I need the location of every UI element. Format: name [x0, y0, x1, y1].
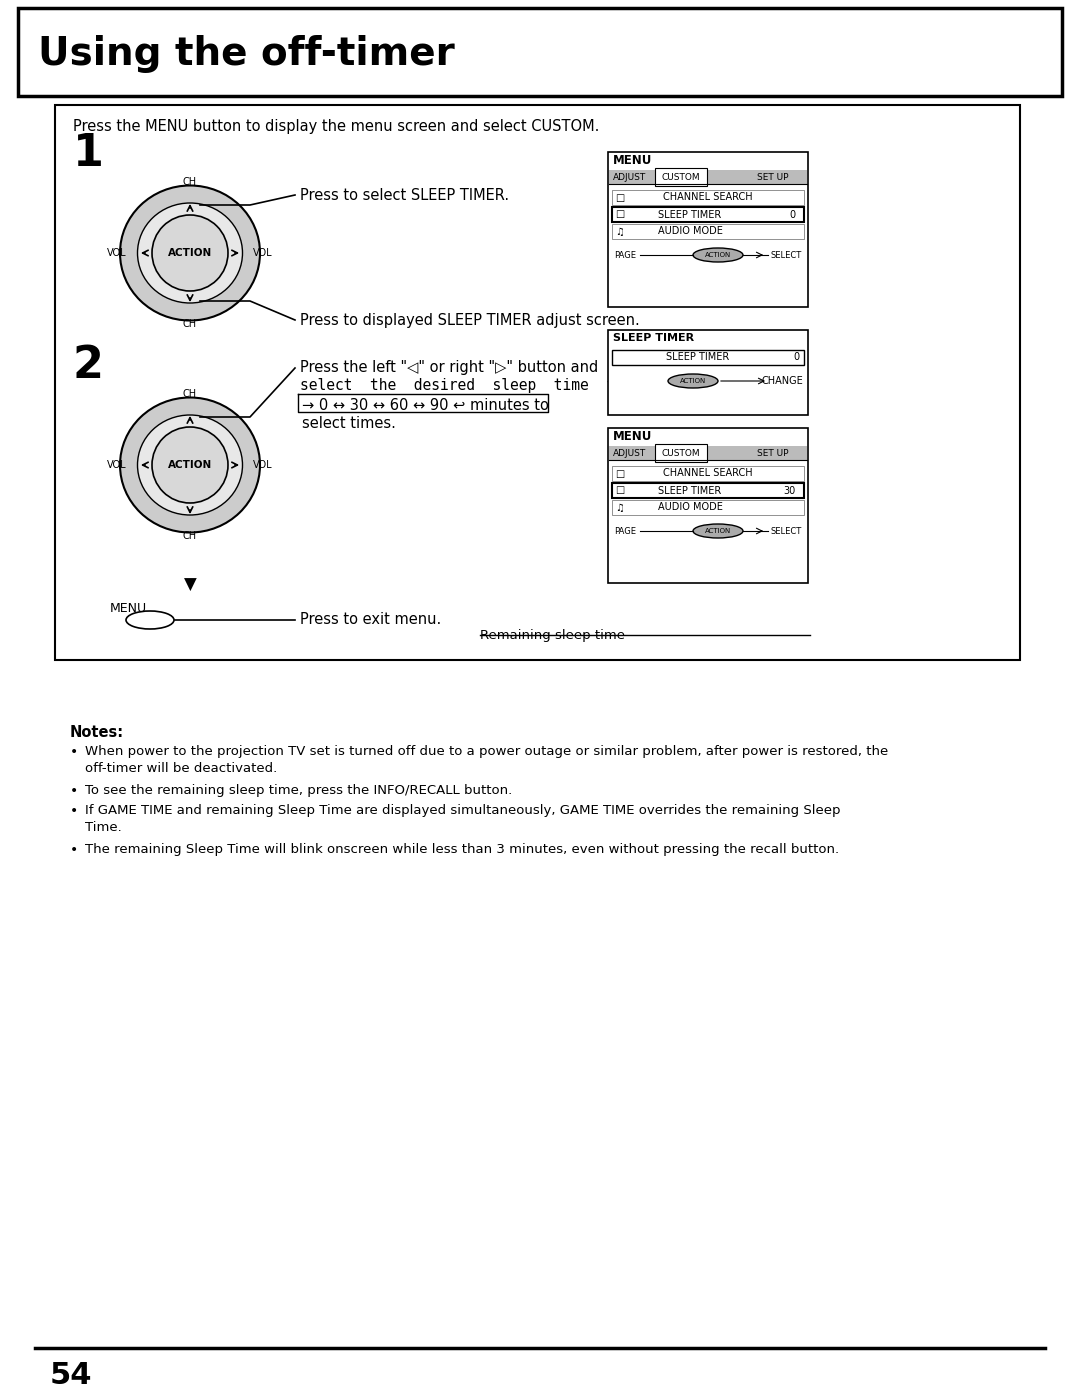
Circle shape: [152, 215, 228, 291]
Bar: [612, 190, 804, 205]
Text: ♫: ♫: [616, 226, 624, 236]
Text: Press the left "◁" or right "▷" button and: Press the left "◁" or right "▷" button a…: [300, 360, 598, 374]
Text: ACTION: ACTION: [705, 251, 731, 258]
Bar: [654, 168, 707, 186]
Circle shape: [152, 427, 228, 503]
Text: SET UP: SET UP: [757, 172, 788, 182]
Text: CH: CH: [183, 319, 197, 330]
Text: ♫: ♫: [616, 503, 624, 513]
Text: 1: 1: [73, 131, 104, 175]
Text: → 0 ↔ 30 ↔ 60 ↔ 90 ↩ minutes to: → 0 ↔ 30 ↔ 60 ↔ 90 ↩ minutes to: [302, 398, 549, 414]
Text: MENU: MENU: [613, 154, 652, 168]
Text: Using the off-timer: Using the off-timer: [38, 35, 455, 73]
Text: □: □: [616, 210, 624, 219]
Text: Notes:: Notes:: [70, 725, 124, 740]
Text: MENU: MENU: [110, 602, 147, 615]
Bar: [609, 446, 807, 460]
Bar: [612, 467, 804, 481]
Text: AUDIO MODE: AUDIO MODE: [658, 503, 723, 513]
Text: 0: 0: [789, 210, 796, 219]
Text: Press the MENU button to display the menu screen and select CUSTOM.: Press the MENU button to display the men…: [73, 120, 599, 134]
Text: CH: CH: [183, 388, 197, 400]
Text: CHANNEL SEARCH: CHANNEL SEARCH: [663, 193, 753, 203]
Text: VOL: VOL: [253, 249, 273, 258]
Bar: [608, 330, 808, 415]
Text: To see the remaining sleep time, press the INFO/RECALL button.: To see the remaining sleep time, press t…: [85, 784, 512, 798]
Text: Press to select SLEEP TIMER.: Press to select SLEEP TIMER.: [300, 187, 509, 203]
Ellipse shape: [120, 398, 260, 532]
Text: SELECT: SELECT: [771, 250, 802, 260]
Bar: [612, 207, 804, 222]
Text: SELECT: SELECT: [771, 527, 802, 535]
Text: CHANNEL SEARCH: CHANNEL SEARCH: [663, 468, 753, 479]
Ellipse shape: [693, 524, 743, 538]
Ellipse shape: [120, 186, 260, 320]
Bar: [612, 351, 804, 365]
Text: PAGE: PAGE: [615, 527, 636, 535]
Text: ▼: ▼: [184, 576, 197, 594]
Text: If GAME TIME and remaining Sleep Time are displayed simultaneously, GAME TIME ov: If GAME TIME and remaining Sleep Time ar…: [85, 805, 840, 817]
Text: ADJUST: ADJUST: [613, 172, 647, 182]
Bar: [18, 8, 1062, 96]
Bar: [608, 427, 808, 583]
Text: 2: 2: [73, 344, 104, 387]
Text: select  the  desired  sleep  time  from: select the desired sleep time from: [300, 379, 642, 393]
Text: 30: 30: [784, 486, 796, 496]
Text: Time.: Time.: [85, 821, 122, 834]
Text: AUDIO MODE: AUDIO MODE: [658, 226, 723, 236]
Bar: [55, 105, 1020, 659]
Text: SLEEP TIMER: SLEEP TIMER: [659, 210, 721, 219]
Text: VOL: VOL: [253, 460, 273, 469]
Bar: [608, 152, 808, 307]
Text: Press to displayed SLEEP TIMER adjust screen.: Press to displayed SLEEP TIMER adjust sc…: [300, 313, 639, 327]
Text: 0: 0: [794, 352, 800, 362]
Text: CUSTOM: CUSTOM: [662, 448, 700, 457]
Ellipse shape: [137, 415, 243, 515]
Text: CHANGE: CHANGE: [761, 376, 804, 386]
Text: •: •: [70, 784, 78, 798]
Text: PAGE: PAGE: [615, 250, 636, 260]
Text: CH: CH: [183, 177, 197, 187]
Text: MENU: MENU: [613, 430, 652, 443]
Text: SLEEP TIMER: SLEEP TIMER: [613, 332, 694, 344]
Text: SET UP: SET UP: [757, 448, 788, 457]
Ellipse shape: [669, 374, 718, 388]
Text: VOL: VOL: [107, 460, 126, 469]
Text: ACTION: ACTION: [167, 460, 212, 469]
Text: ACTION: ACTION: [705, 528, 731, 534]
Bar: [612, 483, 804, 497]
Text: •: •: [70, 842, 78, 856]
Text: SLEEP TIMER: SLEEP TIMER: [666, 352, 730, 362]
Ellipse shape: [693, 249, 743, 263]
Text: Remaining sleep time: Remaining sleep time: [480, 629, 625, 641]
Text: •: •: [70, 805, 78, 819]
Text: CUSTOM: CUSTOM: [662, 172, 700, 182]
Text: ACTION: ACTION: [680, 379, 706, 384]
Text: □: □: [616, 193, 624, 203]
Text: SLEEP TIMER: SLEEP TIMER: [659, 486, 721, 496]
Text: Press to exit menu.: Press to exit menu.: [300, 612, 442, 627]
Text: off-timer will be deactivated.: off-timer will be deactivated.: [85, 761, 278, 775]
Text: VOL: VOL: [107, 249, 126, 258]
Ellipse shape: [126, 610, 174, 629]
Bar: [654, 444, 707, 462]
Bar: [612, 500, 804, 515]
Text: The remaining Sleep Time will blink onscreen while less than 3 minutes, even wit: The remaining Sleep Time will blink onsc…: [85, 842, 839, 856]
Text: ADJUST: ADJUST: [613, 448, 647, 457]
Bar: [612, 224, 804, 239]
Text: ACTION: ACTION: [167, 249, 212, 258]
Text: select times.: select times.: [302, 416, 396, 432]
Text: □: □: [616, 486, 624, 496]
Text: 54: 54: [50, 1361, 93, 1390]
Text: •: •: [70, 745, 78, 759]
Text: CH: CH: [183, 531, 197, 541]
Text: □: □: [616, 468, 624, 479]
Ellipse shape: [137, 203, 243, 303]
Text: When power to the projection TV set is turned off due to a power outage or simil: When power to the projection TV set is t…: [85, 745, 888, 759]
Bar: [609, 170, 807, 184]
